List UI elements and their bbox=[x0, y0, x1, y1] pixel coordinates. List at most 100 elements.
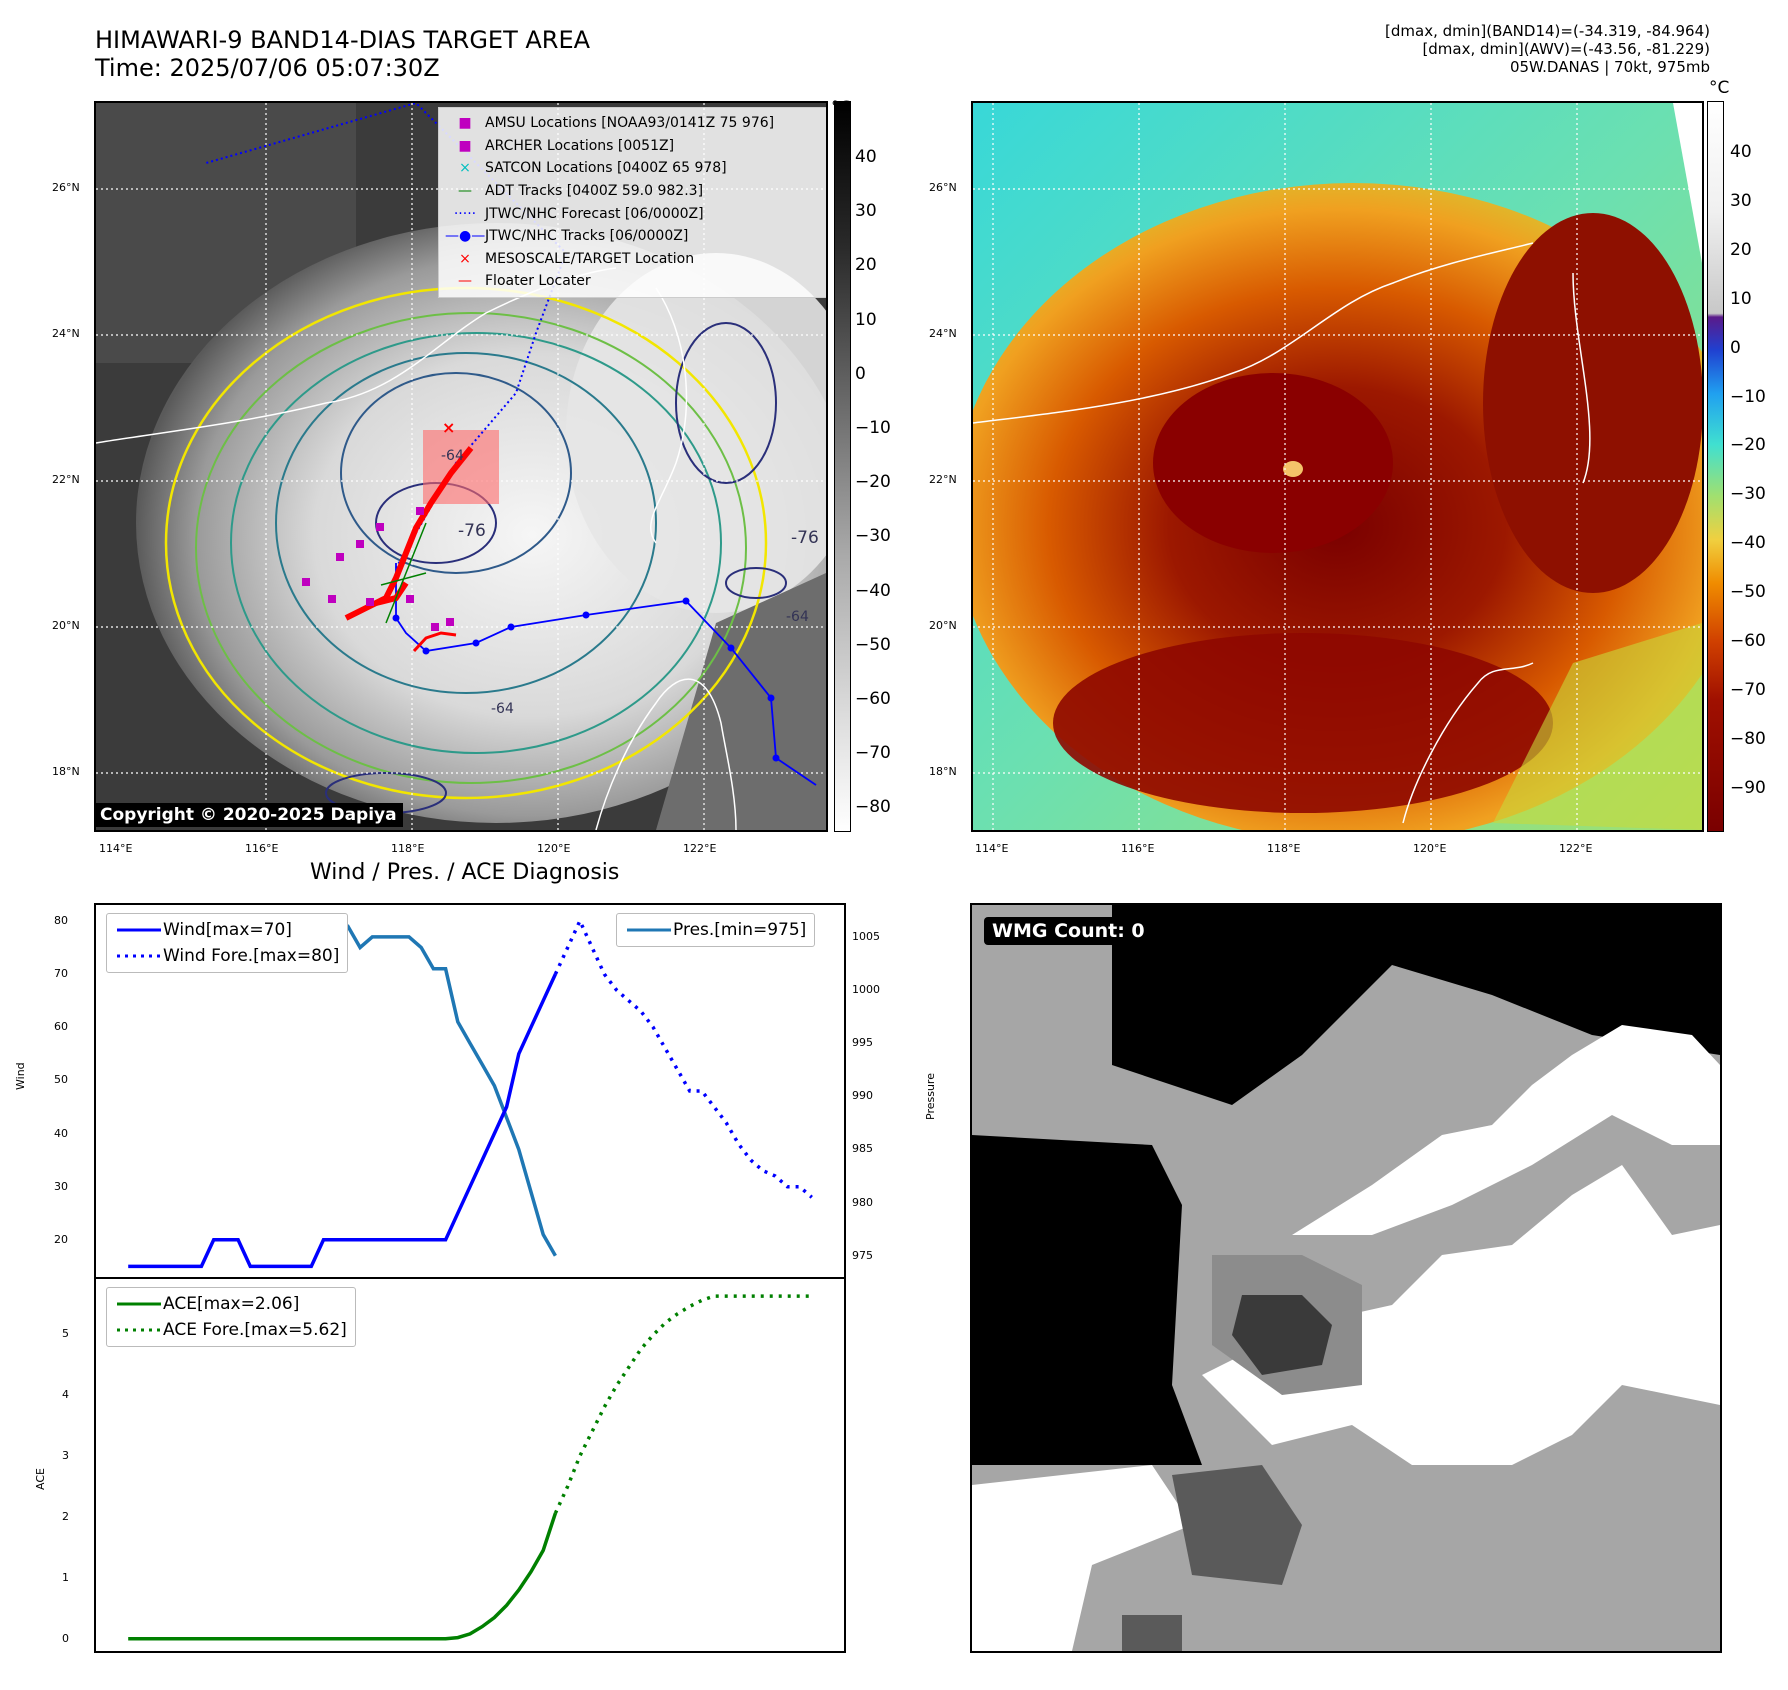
legend-symbol: × bbox=[459, 250, 471, 267]
colorbar-tick: 10 bbox=[1730, 288, 1752, 309]
legend-item: ■ AMSU Locations [NOAA93/0141Z 75 976] bbox=[445, 112, 823, 135]
wind-tick: 70 bbox=[54, 967, 68, 981]
colorbar-tick: −80 bbox=[1730, 728, 1766, 749]
lat-label: 24°N bbox=[929, 327, 957, 340]
lon-label: 118°E bbox=[1267, 842, 1301, 855]
legend-symbol: —●— bbox=[445, 228, 486, 245]
pressure-axis-label: Pressure bbox=[924, 1073, 937, 1120]
colorbar-tick: −60 bbox=[855, 689, 891, 709]
wind-line bbox=[128, 973, 557, 1269]
lon-label: 122°E bbox=[1559, 842, 1593, 855]
legend-pres-label: Pres.[min=975] bbox=[673, 920, 807, 940]
lat-label: 20°N bbox=[929, 619, 957, 632]
colorbar-tick: −60 bbox=[1730, 631, 1766, 651]
colorbar-tick: 0 bbox=[855, 363, 866, 384]
ace-chart: ACE[max=2.06] ACE Fore.[max=5.62] bbox=[94, 1277, 846, 1653]
pressure-tick: 975 bbox=[852, 1248, 873, 1262]
figure-title: HIMAWARI-9 BAND14-DIAS TARGET AREA Time:… bbox=[95, 26, 590, 82]
contour-label: -76 bbox=[458, 521, 486, 541]
copyright-label: Copyright © 2020-2025 Dapiya bbox=[96, 803, 403, 827]
legend-wind-label: Wind[max=70] bbox=[163, 920, 292, 940]
colorbar-tick: 40 bbox=[855, 147, 877, 167]
legend-label: ADT Tracks [0400Z 59.0 982.3] bbox=[485, 183, 704, 200]
colorbar-tick: −10 bbox=[1730, 386, 1766, 407]
wmg-count-badge: WMG Count: 0 bbox=[984, 917, 1153, 945]
lon-label: 120°E bbox=[537, 842, 571, 855]
colorbar-tick: −50 bbox=[855, 634, 891, 655]
lat-label: 18°N bbox=[52, 765, 80, 778]
ace-plot bbox=[128, 1294, 812, 1641]
wind-pressure-chart: Wind[max=70] Wind Fore.[max=80] Pres.[mi… bbox=[94, 903, 846, 1279]
contour-label: -64 bbox=[441, 448, 464, 464]
contour-label: -76 bbox=[791, 528, 819, 548]
pressure-tick: 1005 bbox=[852, 929, 880, 943]
colorbar-tick: −30 bbox=[1730, 484, 1766, 505]
pressure-tick: 995 bbox=[852, 1036, 873, 1050]
colorbar-tick: −10 bbox=[855, 418, 891, 438]
wind-legend: Wind[max=70] Wind Fore.[max=80] bbox=[106, 913, 349, 973]
info-line-2: [dmax, dmin](AWV)=(-43.56, -81.229) bbox=[1422, 40, 1710, 58]
colorbar-unit: °C bbox=[1709, 78, 1730, 98]
colorbar-tick: −50 bbox=[1730, 582, 1766, 603]
pressure-legend: Pres.[min=975] bbox=[616, 913, 816, 947]
wind-axis-label: Wind bbox=[14, 1062, 27, 1090]
colorbar-tick: 0 bbox=[1730, 337, 1741, 358]
pressure-tick: 1000 bbox=[852, 983, 880, 997]
lon-label: 116°E bbox=[245, 842, 279, 855]
legend-item: ■ ARCHER Locations [0051Z] bbox=[445, 135, 823, 158]
lon-label: 120°E bbox=[1413, 842, 1447, 855]
ace-tick: 0 bbox=[62, 1631, 69, 1645]
ace-tick: 1 bbox=[62, 1570, 69, 1584]
lat-label: 26°N bbox=[52, 181, 80, 194]
colorbar-tick: −40 bbox=[1730, 533, 1766, 554]
info-line-1: [dmax, dmin](BAND14)=(-34.319, -84.964) bbox=[1385, 22, 1710, 40]
colorbar-tick: −40 bbox=[855, 580, 891, 601]
legend-symbol: × bbox=[459, 160, 471, 177]
lat-label: 22°N bbox=[52, 473, 80, 486]
info-line-3: 05W.DANAS | 70kt, 975mb bbox=[1509, 58, 1710, 76]
legend-label: SATCON Locations [0400Z 65 978] bbox=[485, 160, 727, 177]
lon-label: 122°E bbox=[683, 842, 717, 855]
legend-ace-fore-label: ACE Fore.[max=5.62] bbox=[163, 1320, 347, 1340]
map-legend: ■ AMSU Locations [NOAA93/0141Z 75 976] ■ AR… bbox=[438, 107, 826, 298]
colorbar-tick: 30 bbox=[855, 201, 877, 222]
lat-label: 20°N bbox=[52, 619, 80, 632]
colorbar-tick: 40 bbox=[1730, 142, 1752, 162]
enhanced-map-panel bbox=[971, 101, 1704, 832]
svg-text:×: × bbox=[442, 418, 455, 437]
colorbar-tick: −90 bbox=[1730, 777, 1766, 798]
diagnosis-title: Wind / Pres. / ACE Diagnosis bbox=[310, 860, 620, 885]
colorbar-tick: −20 bbox=[855, 472, 891, 493]
enhanced-colorbar bbox=[1707, 101, 1724, 832]
legend-item: — Floater Locater bbox=[445, 270, 823, 293]
legend-wind-fore-label: Wind Fore.[max=80] bbox=[163, 946, 340, 966]
wmg-panel: WMG Count: 0 bbox=[970, 903, 1722, 1653]
lon-label: 116°E bbox=[1121, 842, 1155, 855]
lat-label: 24°N bbox=[52, 327, 80, 340]
legend-item: — ADT Tracks [0400Z 59.0 982.3] bbox=[445, 180, 823, 203]
legend-item: ····· JTWC/NHC Forecast [06/0000Z] bbox=[445, 202, 823, 225]
legend-label: JTWC/NHC Tracks [06/0000Z] bbox=[485, 228, 689, 245]
contour-label: -64 bbox=[491, 701, 514, 717]
title-line-1: HIMAWARI-9 BAND14-DIAS TARGET AREA bbox=[95, 26, 591, 54]
wind-tick: 50 bbox=[54, 1073, 68, 1087]
ir-map-panel: × -64 -76 -76 -64 -64 ■ AMSU Locations [N… bbox=[94, 101, 828, 832]
colorbar-tick: 20 bbox=[855, 255, 877, 276]
legend-symbol: — bbox=[458, 183, 472, 200]
legend-item: —●— JTWC/NHC Tracks [06/0000Z] bbox=[445, 225, 823, 248]
lat-label: 22°N bbox=[929, 473, 957, 486]
legend-label: JTWC/NHC Forecast [06/0000Z] bbox=[485, 205, 704, 222]
colorbar-tick: −70 bbox=[855, 743, 891, 764]
colorbar-tick: 20 bbox=[1730, 239, 1752, 260]
lon-label: 114°E bbox=[975, 842, 1009, 855]
contour-label: -64 bbox=[786, 609, 809, 625]
lon-label: 118°E bbox=[391, 842, 425, 855]
pressure-tick: 980 bbox=[852, 1195, 873, 1209]
ace-tick: 3 bbox=[62, 1448, 69, 1462]
wind-tick: 40 bbox=[54, 1126, 68, 1140]
legend-symbol: ····· bbox=[453, 205, 477, 222]
wind-tick: 80 bbox=[54, 913, 68, 927]
enhanced-map-image bbox=[973, 103, 1702, 830]
wind-tick: 20 bbox=[54, 1232, 68, 1246]
ace-axis-label: ACE bbox=[34, 1468, 47, 1490]
